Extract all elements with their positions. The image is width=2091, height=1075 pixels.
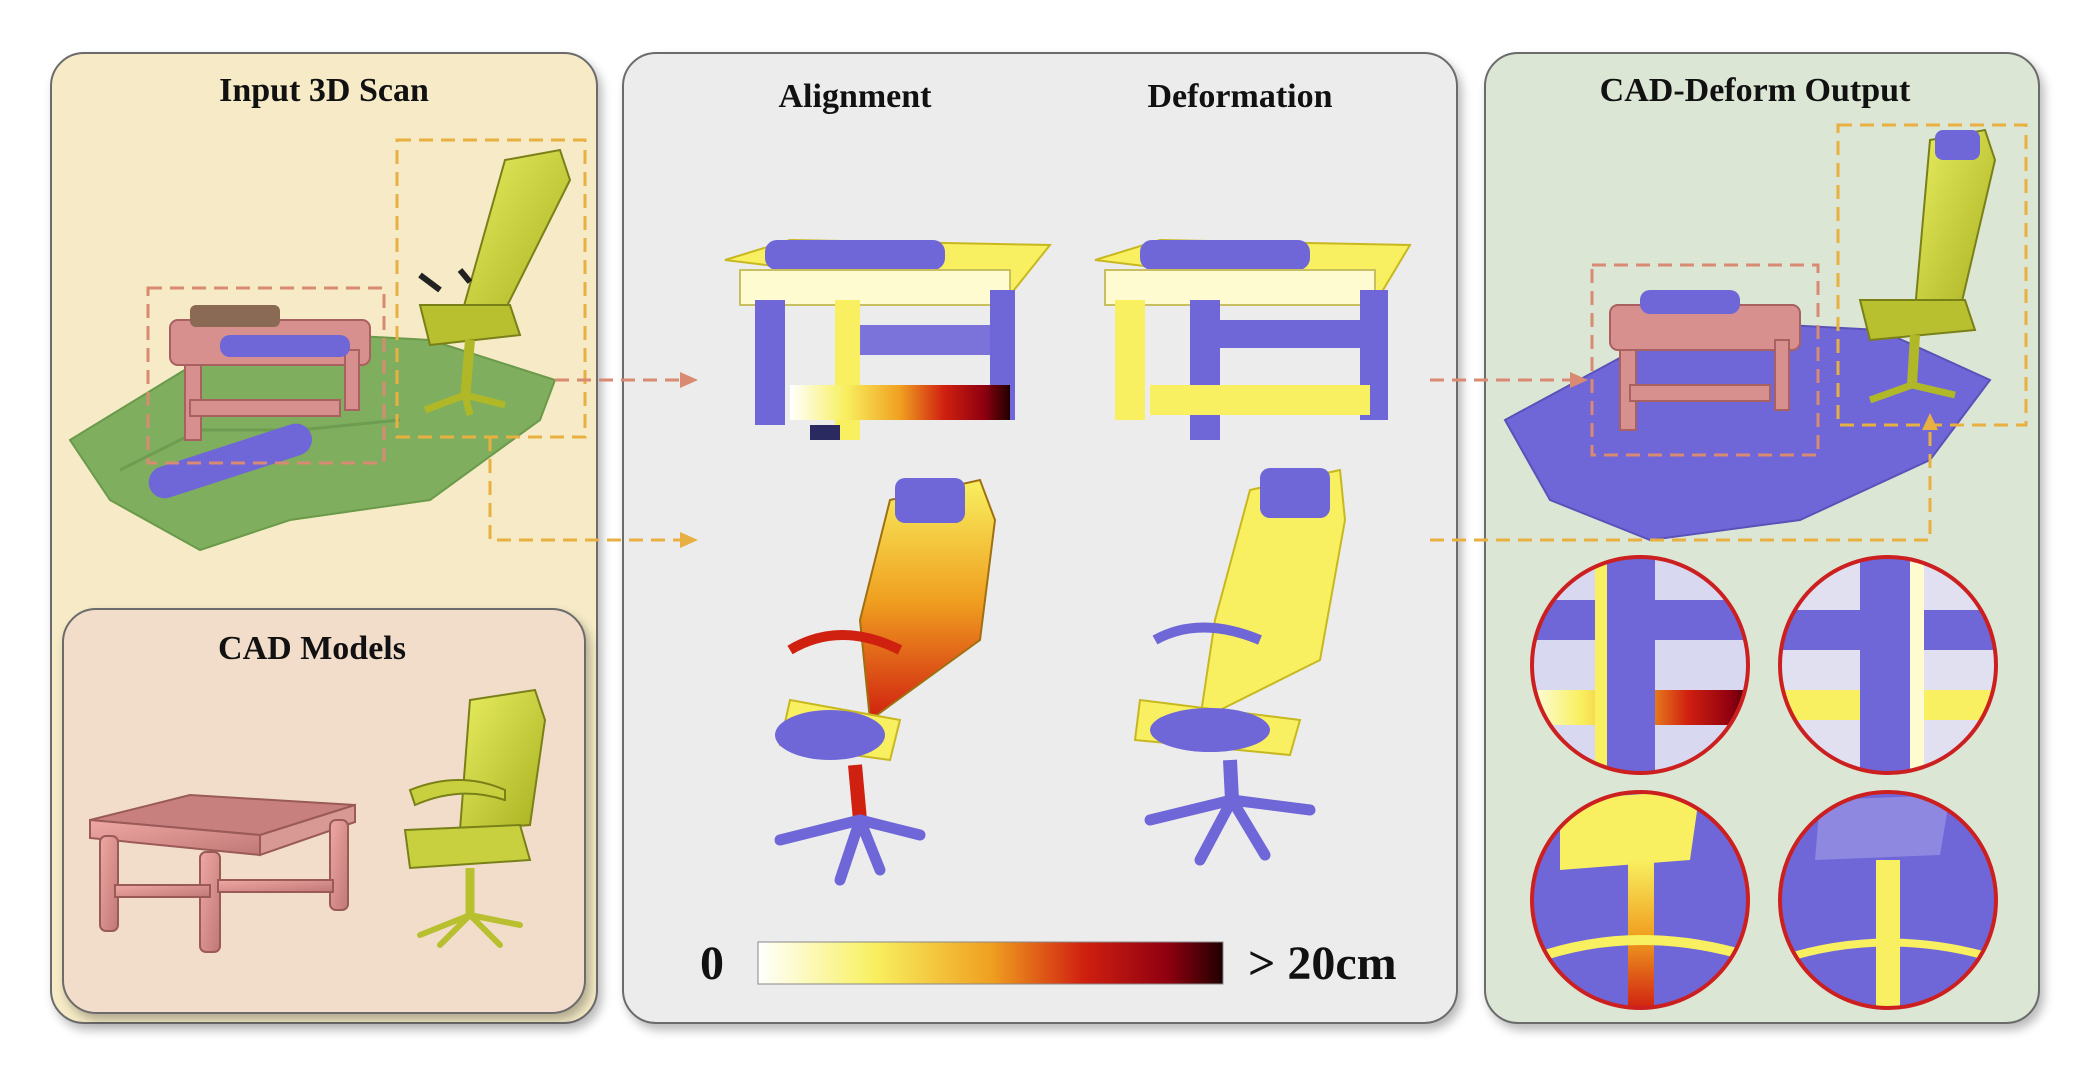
zoom-circle-chair-left [1530, 790, 1750, 1010]
error-colorbar [757, 941, 1224, 985]
output-table-crop-box [1590, 263, 1820, 457]
deformation-to-output-chair-arrow [1430, 430, 1932, 542]
chair-arrowhead-1 [680, 532, 698, 548]
alignment-chair-mesh [774, 478, 997, 886]
cad-models-title: CAD Models [218, 630, 406, 667]
zoom-circle-chair-right [1778, 790, 1998, 1010]
colorbar-max-label: > 20cm [1248, 937, 1397, 990]
zoom-circle-table-right [1778, 555, 1998, 775]
output-scene-mesh [1503, 128, 1997, 542]
alignment-title: Alignment [778, 78, 932, 115]
table-arrowhead-1 [680, 372, 698, 388]
zoom-circle-table-left [1530, 555, 1750, 775]
cad-table-model [89, 793, 356, 953]
alignment-table-mesh [724, 238, 1053, 440]
input-scan-title: Input 3D Scan [219, 72, 429, 109]
deformation-title: Deformation [1147, 78, 1333, 115]
input-scan-mesh [68, 148, 572, 552]
cad-deform-output-title: CAD-Deform Output [1599, 72, 1911, 109]
deformation-chair-mesh [1133, 468, 1347, 866]
chair-to-alignment-arrow [488, 437, 680, 542]
table-arrowhead-2 [1570, 372, 1588, 388]
chair-arrowhead-2 [1922, 413, 1938, 430]
cad-chair-model [403, 688, 547, 948]
deformation-table-mesh [1094, 238, 1412, 440]
table-crop-box [146, 286, 386, 465]
colorbar-min-label: 0 [700, 937, 724, 990]
